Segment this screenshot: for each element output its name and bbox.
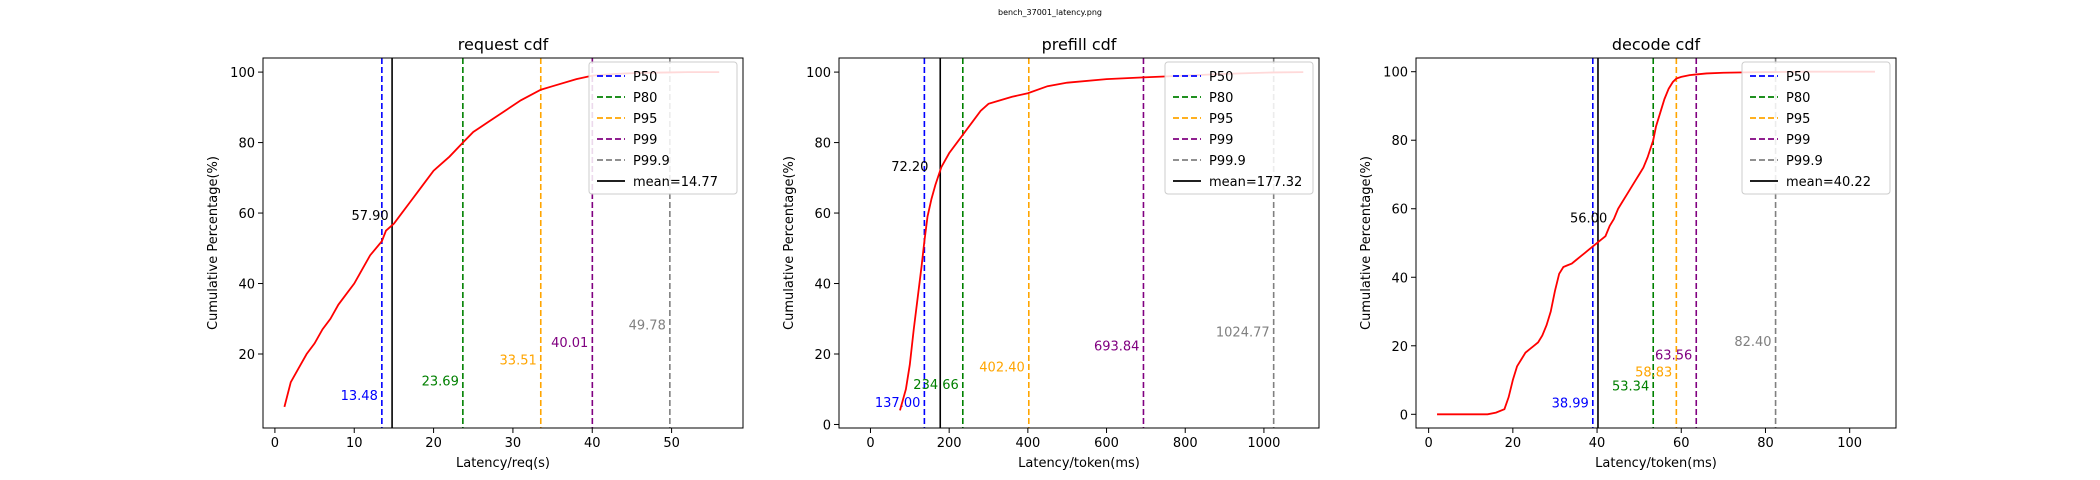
legend: P50 P80 P95 P99 P99.9 mean=14.77 [588,61,738,195]
x-tick-label: 800 [1173,436,1198,451]
legend-entry-label: P50 [633,70,657,85]
vline-label-p50: 137.00 [875,396,921,411]
y-tick-label: 60 [814,207,831,222]
legend-entry-label: P99.9 [1786,154,1823,169]
cdf-curve [283,71,720,408]
figure-suptitle: bench_37001_latency.png [998,8,1102,17]
legend-entry-label: P80 [1786,91,1810,106]
y-tick-label: 80 [1391,134,1408,149]
x-tick-label: 30 [505,436,522,451]
legend-entry-label: P99.9 [633,154,670,169]
cdf-curve [1437,70,1875,416]
y-tick-label: 40 [1391,271,1408,286]
y-axis-label: Cumulative Percentage(%) [206,156,221,330]
legend-entry-label: P80 [1209,91,1233,106]
x-tick-label: 0 [866,436,874,451]
vline-label-p80: 23.69 [422,375,459,390]
vline-label-p95: 33.51 [500,354,537,369]
x-axis-label: Latency/token(ms) [1595,456,1717,471]
y-tick-label: 20 [1391,340,1408,355]
x-tick-label: 10 [346,436,363,451]
vline-label-p99: 63.56 [1655,348,1692,363]
vline-label-p99-9: 82.40 [1734,335,1771,350]
charts-container: request cdf 13.48 23.69 33.51 40.01 49.78 57.9… [206,35,1897,471]
y-axis-label: Cumulative Percentage(%) [1359,156,1374,330]
vline-label-p95: 402.40 [979,361,1025,376]
x-tick-label: 0 [271,436,279,451]
x-tick-label: 50 [663,436,680,451]
y-tick-label: 80 [814,137,831,152]
y-tick-label: 20 [814,348,831,363]
vline-label-p95: 58.83 [1635,366,1672,381]
y-tick-label: 20 [238,348,255,363]
x-tick-label: 20 [425,436,442,451]
vline-label-p50: 13.48 [341,389,378,404]
y-tick-label: 0 [823,418,831,433]
vline-label-p99-9: 49.78 [629,318,666,333]
y-tick-label: 40 [238,278,255,293]
y-tick-label: 60 [1391,203,1408,218]
vline-label-p80: 234.66 [913,378,959,393]
legend-entry-label: P95 [633,112,657,127]
plot-frame [838,57,1320,429]
chart-panel-2: prefill cdf 137.00 234.66 402.40 693.84 1024.… [782,35,1320,471]
y-tick-label: 100 [230,66,255,81]
legend-entry-label: P80 [633,91,657,106]
x-tick-label: 40 [584,436,601,451]
legend-entry-label: P95 [1209,112,1233,127]
legend: P50 P80 P95 P99 P99.9 mean=177.32 [1164,61,1314,195]
chart-title-prefill-cdf: prefill cdf [1042,35,1117,54]
y-tick-label: 60 [238,207,255,222]
legend-entry-label: P99 [633,133,657,148]
legend: P50 P80 P95 P99 P99.9 mean=40.22 [1741,61,1891,195]
y-tick-label: 40 [814,278,831,293]
cdf-curve [899,71,1304,411]
plot-frame [1415,57,1897,429]
x-tick-label: 400 [1015,436,1040,451]
legend-box [1164,61,1314,195]
annotation-label: 57.90 [351,209,388,224]
chart-panel-1: request cdf 13.48 23.69 33.51 40.01 49.78 57.9… [206,35,744,471]
annotation-label: 72.20 [891,160,928,175]
vline-label-p99: 40.01 [551,336,588,351]
x-tick-label: 60 [1673,436,1690,451]
y-tick-label: 100 [1383,66,1408,81]
y-axis-label: Cumulative Percentage(%) [782,156,797,330]
legend-entry-label: P99.9 [1209,154,1246,169]
vline-label-p80: 53.34 [1612,379,1649,394]
vline-label-p50: 38.99 [1552,396,1589,411]
vline-label-p99-9: 1024.77 [1216,325,1270,340]
legend-entry-label: P99 [1786,133,1810,148]
chart-title-request-cdf: request cdf [458,35,549,54]
x-tick-label: 100 [1837,436,1862,451]
x-axis-label: Latency/req(s) [456,456,550,471]
legend-entry-label: P50 [1209,70,1233,85]
x-tick-label: 40 [1589,436,1606,451]
x-tick-label: 200 [937,436,962,451]
x-tick-label: 1000 [1247,436,1280,451]
legend-box [588,61,738,195]
chart-title-decode-cdf: decode cdf [1612,35,1701,54]
x-axis-label: Latency/token(ms) [1018,456,1140,471]
x-tick-label: 0 [1424,436,1432,451]
legend-entry-label: P99 [1209,133,1233,148]
x-tick-label: 600 [1094,436,1119,451]
y-tick-label: 80 [238,137,255,152]
annotation-label: 56.00 [1570,211,1607,226]
legend-entry-label: P50 [1786,70,1810,85]
y-tick-label: 100 [806,66,831,81]
x-tick-label: 80 [1757,436,1774,451]
vline-label-p99: 693.84 [1094,339,1140,354]
plot-frame [262,57,744,429]
legend-entry-label: mean=40.22 [1786,175,1871,190]
legend-entry-label: mean=14.77 [633,175,718,190]
legend-entry-label: P95 [1786,112,1810,127]
legend-entry-label: mean=177.32 [1209,175,1302,190]
x-tick-label: 20 [1505,436,1522,451]
y-tick-label: 0 [1400,408,1408,423]
legend-box [1741,61,1891,195]
